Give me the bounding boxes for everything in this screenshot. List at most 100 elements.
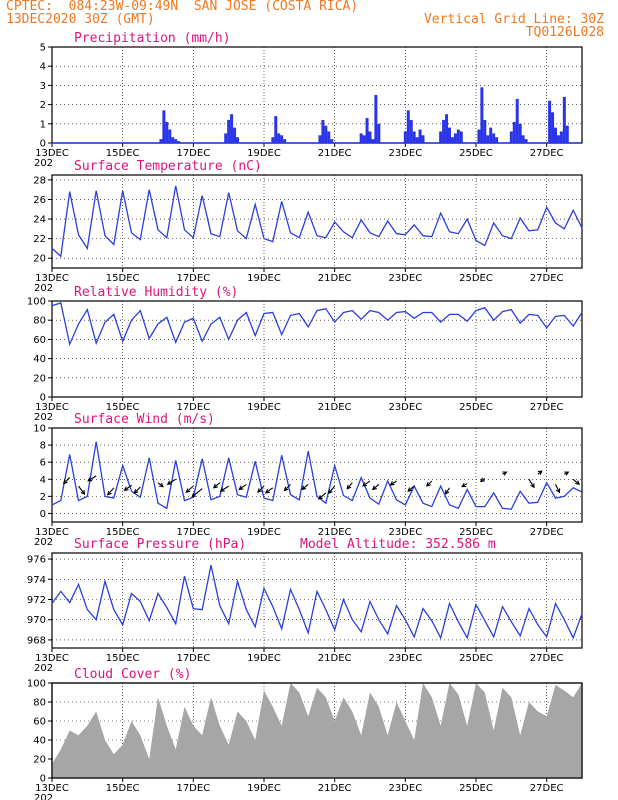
y-tick-label: 968: [27, 635, 46, 646]
model-altitude-label: Model Altitude: 352.586 m: [300, 537, 496, 552]
wind-arrow: [107, 487, 115, 496]
header-date: 13DEC2020 30Z (GMT): [6, 12, 155, 27]
x-tick-label: 21DEC: [318, 273, 352, 284]
x-tick-label: 17DEC: [176, 402, 210, 413]
x-tick-label: 27DEC: [530, 273, 564, 284]
wind-arrow: [167, 478, 176, 485]
wind-arrow-head: [191, 492, 197, 498]
x-tick-label: 21DEC: [318, 148, 352, 159]
y-tick-label: 10: [33, 424, 46, 435]
y-tick-label: 3: [40, 81, 46, 92]
wind-arrow: [239, 483, 247, 490]
precipitation-bar: [480, 87, 484, 143]
precipitation-bar: [177, 141, 181, 143]
y-tick-label: 26: [33, 195, 46, 206]
wind-arrow-head: [62, 479, 68, 485]
precipitation-bar: [421, 135, 425, 143]
cloud-cover-frame-overlay: [51, 682, 583, 779]
y-tick-label: 970: [27, 615, 46, 626]
x-tick-label: 17DEC: [176, 783, 210, 794]
x-tick-label: 19DEC: [247, 527, 281, 538]
precipitation-bar: [174, 139, 178, 143]
y-tick-label: 20: [33, 254, 46, 265]
precipitation-bar: [512, 121, 516, 143]
y-tick-label: 20: [33, 373, 46, 384]
pressure-line: [51, 564, 583, 640]
x-tick-label: 17DEC: [176, 148, 210, 159]
pressure-panel: 968 970 972 974 976 13DEC 15DEC 17DEC 19DEC 21DEC…: [27, 537, 583, 674]
y-tick-label: 22: [33, 234, 46, 245]
x-tick-label: 25DEC: [459, 527, 493, 538]
year-label: 202: [34, 283, 53, 294]
precipitation-bar: [377, 123, 381, 143]
precipitation-bar: [236, 137, 239, 143]
precipitation-bar: [483, 119, 487, 143]
wind-arrow: [372, 483, 380, 490]
wind-arrow-head: [444, 489, 450, 495]
wind-arrow: [220, 485, 229, 492]
x-tick-label: 17DEC: [176, 527, 210, 538]
y-tick-label: 60: [33, 717, 46, 728]
wind-arrow: [124, 484, 132, 491]
precipitation-bar: [230, 114, 234, 143]
x-tick-label: 27DEC: [530, 402, 564, 413]
year-label: 202: [34, 793, 53, 800]
wind-arrow-head: [107, 490, 112, 496]
year-label: 202: [34, 663, 53, 674]
y-tick-label: 80: [33, 316, 46, 327]
precipitation-bar: [415, 137, 419, 143]
wind-arrow: [407, 485, 415, 492]
x-tick-label: 13DEC: [35, 527, 69, 538]
year-label: 202: [34, 537, 53, 548]
wind-arrow-head: [212, 483, 218, 489]
wind-arrow-head: [166, 480, 172, 485]
x-tick-label: 21DEC: [318, 402, 352, 413]
precipitation-bar: [362, 135, 366, 143]
wind-arrow: [445, 487, 450, 495]
y-tick-label: 80: [33, 698, 46, 709]
wind-arrow-head: [575, 480, 581, 486]
precipitation-bar: [453, 133, 457, 143]
wind-arrow-head: [317, 494, 323, 500]
precipitation-title: Precipitation (mm/h): [74, 31, 231, 46]
x-tick-label: 23DEC: [388, 653, 422, 664]
x-tick-label: 25DEC: [459, 148, 493, 159]
wind-arrow: [555, 484, 560, 493]
wind-arrow-head: [461, 482, 467, 488]
wind-arrow: [572, 478, 580, 485]
wind-arrow: [133, 486, 141, 494]
wind-arrow: [63, 477, 71, 484]
precipitation-bar: [403, 131, 407, 143]
wind-arrow-head: [555, 488, 561, 494]
precipitation-bar: [271, 137, 275, 143]
x-tick-label: 13DEC: [35, 273, 69, 284]
x-tick-label: 15DEC: [106, 148, 140, 159]
y-tick-label: 974: [27, 575, 46, 586]
precipitation-bar: [495, 137, 499, 143]
y-tick-label: 100: [27, 297, 46, 308]
wind-arrow-head: [479, 477, 485, 483]
y-tick-label: 0: [40, 509, 46, 520]
precipitation-bar: [274, 116, 278, 143]
precipitation-bar: [365, 118, 369, 143]
cloud-cover-title: Cloud Cover (%): [74, 667, 191, 682]
y-tick-label: 5: [40, 43, 46, 54]
precipitation-bar: [418, 129, 422, 143]
wind-arrow: [87, 475, 97, 482]
header-model-id: TQ0126L028: [525, 25, 604, 40]
x-tick-label: 13DEC: [35, 148, 69, 159]
y-tick-label: 976: [27, 555, 46, 566]
wind-arrow: [265, 487, 274, 494]
x-tick-label: 25DEC: [459, 273, 493, 284]
precipitation-bar: [521, 135, 525, 143]
x-tick-label: 13DEC: [35, 783, 69, 794]
precipitation-bar: [515, 98, 519, 143]
precipitation-bar: [450, 137, 454, 143]
y-tick-label: 0: [40, 393, 46, 404]
y-tick-label: 8: [40, 441, 46, 452]
x-tick-label: 23DEC: [388, 148, 422, 159]
x-tick-label: 19DEC: [247, 273, 281, 284]
wind-arrow-head: [80, 490, 86, 496]
y-tick-label: 2: [40, 100, 46, 111]
